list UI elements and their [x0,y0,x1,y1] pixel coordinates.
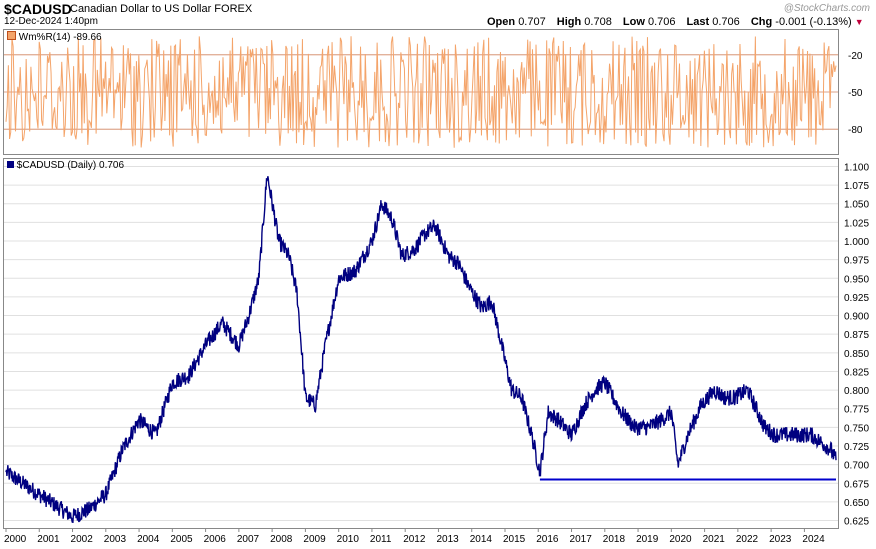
price-x-tick-label: 2022 [736,534,759,545]
price-y-tick-label: 0.925 [844,293,869,304]
price-chart: 0.625 0.650 0.675 0.700 0.725 0.750 0.775 0.800… [4,162,869,545]
indicator-y-tick-label: -50 [848,88,863,99]
price-legend: $CADUSD (Daily) 0.706 [7,160,124,171]
price-y-tick-label: 0.950 [844,274,869,285]
quote-datetime: 12-Dec-2024 1:40pm [4,16,98,27]
price-x-tick-label: 2012 [403,534,426,545]
price-y-tick-label: 0.975 [844,256,869,267]
price-y-tick-label: 1.025 [844,218,869,229]
indicator-y-tick-label: -80 [848,125,863,136]
price-x-tick-label: 2000 [4,534,27,545]
price-x-tick-label: 2024 [802,534,825,545]
price-y-tick-label: 0.675 [844,479,869,490]
high-label: High [556,16,582,28]
price-x-tick-label: 2019 [636,534,659,545]
price-x-tick-label: 2020 [669,534,692,545]
ticker-description: Canadian Dollar to US Dollar FOREX [70,3,253,15]
chg-value: -0.001 (-0.13%) [775,16,852,28]
price-x-tick-label: 2013 [436,534,459,545]
down-triangle-icon: ▼ [854,17,864,27]
price-y-tick-label: 0.650 [844,498,869,509]
price-x-tick-label: 2015 [503,534,526,545]
price-x-tick-label: 2010 [337,534,360,545]
price-legend-text: $CADUSD (Daily) 0.706 [16,160,125,171]
open-quote: Open 0.707 [487,16,546,28]
price-y-tick-label: 1.000 [844,237,869,248]
price-x-tick-label: 2014 [470,534,493,545]
open-value: 0.707 [518,16,546,28]
price-swatch-icon [7,161,14,168]
price-x-tick-label: 2008 [270,534,293,545]
price-panel: 0.625 0.650 0.675 0.700 0.725 0.750 0.775 0.800… [3,158,869,545]
price-line [5,176,837,524]
watermark: @StockCharts.com [783,3,870,14]
price-y-tick-label: 0.825 [844,367,869,378]
indicator-legend-text: Wm%R(14) -89.66 [18,32,102,43]
last-quote: Last 0.706 [687,16,740,28]
price-x-tick-label: 2018 [603,534,626,545]
last-label: Last [686,16,710,28]
ticker-symbol: $CADUSD [4,1,72,17]
price-x-tick-label: 2006 [204,534,227,545]
low-label: Low [622,16,645,28]
price-x-tick-label: 2009 [303,534,326,545]
last-value: 0.706 [712,16,740,28]
price-x-tick-label: 2005 [170,534,193,545]
price-x-tick-label: 2002 [71,534,94,545]
price-y-tick-label: 1.050 [844,200,869,211]
quote-bar: Open 0.707 High 0.708 Low 0.706 Last 0.7… [487,16,872,28]
price-x-tick-label: 2004 [137,534,160,545]
price-y-tick-label: 1.075 [844,181,869,192]
indicator-swatch-icon [7,31,16,40]
price-x-tick-label: 2016 [536,534,559,545]
indicator-legend: Wm%R(14) -89.66 [7,31,102,43]
indicator-panel: -20 -50 -80 Wm%R(14) -89.66 [3,29,863,155]
price-y-tick-label: 0.775 [844,405,869,416]
price-y-tick-label: 0.800 [844,386,869,397]
low-value: 0.706 [647,16,676,28]
price-x-tick-label: 2007 [237,534,260,545]
low-quote: Low 0.706 [623,16,676,28]
open-label: Open [487,16,516,28]
high-quote: High 0.708 [557,16,612,28]
price-x-tick-label: 2003 [104,534,127,545]
indicator-y-tick-label: -20 [848,51,863,62]
indicator-line [5,36,837,148]
price-y-tick-label: 1.100 [844,162,869,173]
price-y-tick-label: 0.625 [844,517,869,528]
chg-label: Chg [750,16,773,28]
high-value: 0.708 [584,16,612,28]
price-x-tick-label: 2021 [703,534,726,545]
price-x-tick-label: 2023 [769,534,792,545]
price-y-tick-label: 0.725 [844,442,869,453]
price-y-tick-label: 0.850 [844,349,869,360]
price-y-tick-label: 0.875 [844,330,869,341]
chg-quote: Chg -0.001 (-0.13%) ▼ [751,16,864,28]
indicator-chart: -20 -50 -80 [4,36,863,148]
price-x-tick-label: 2017 [570,534,593,545]
price-y-tick-label: 0.750 [844,423,869,434]
chart-header: $CADUSD Canadian Dollar to US Dollar FOR… [0,0,876,28]
price-x-tick-label: 2001 [37,534,60,545]
price-y-tick-label: 0.700 [844,461,869,472]
price-x-tick-label: 2011 [370,534,392,545]
price-y-tick-label: 0.900 [844,312,869,323]
